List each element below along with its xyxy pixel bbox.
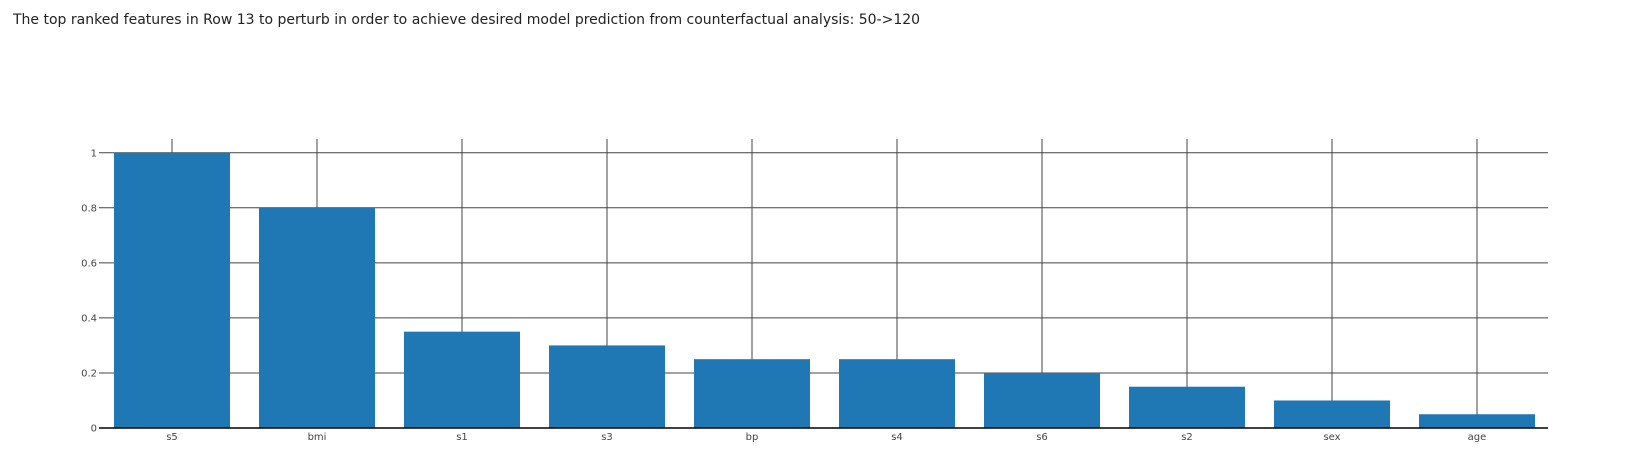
bar-age (1419, 414, 1535, 428)
x-tick-label: s5 (166, 432, 178, 443)
bar-bp (694, 359, 810, 428)
bar-s3 (549, 345, 665, 428)
x-tick-label: s4 (891, 432, 903, 443)
y-tick-label: 0.8 (81, 203, 97, 214)
bars (114, 152, 1535, 428)
y-tick-labels: 0 0.2 0.4 0.6 0.8 1 (81, 148, 97, 434)
bar-s1 (404, 331, 520, 428)
y-tick-label: 0.2 (81, 368, 97, 379)
chart-caption: The top ranked features in Row 13 to per… (13, 12, 921, 28)
x-tick-label: age (1468, 432, 1487, 443)
x-tick-label: s6 (1036, 432, 1048, 443)
bar-s4 (839, 359, 955, 428)
y-tick-label: 0.6 (81, 258, 97, 269)
x-tick-label: s1 (456, 432, 468, 443)
bar-s5 (114, 152, 230, 428)
x-tick-label: sex (1323, 432, 1340, 443)
x-tick-label: bp (746, 432, 759, 443)
bar-s2 (1129, 386, 1245, 428)
y-tick-label: 0 (91, 424, 97, 435)
x-tick-label: s2 (1181, 432, 1193, 443)
y-tick-label: 1 (91, 148, 97, 159)
y-tick-label: 0.4 (81, 313, 97, 324)
x-tick-labels: s5 bmi s1 s3 bp s4 s6 s2 sex age (166, 432, 1486, 443)
bar-sex (1274, 400, 1390, 428)
bar-bmi (259, 207, 375, 428)
x-tick-label: s3 (601, 432, 613, 443)
y-gridlines (99, 152, 1548, 374)
x-tick-label: bmi (308, 432, 327, 443)
bar-s6 (984, 372, 1100, 428)
